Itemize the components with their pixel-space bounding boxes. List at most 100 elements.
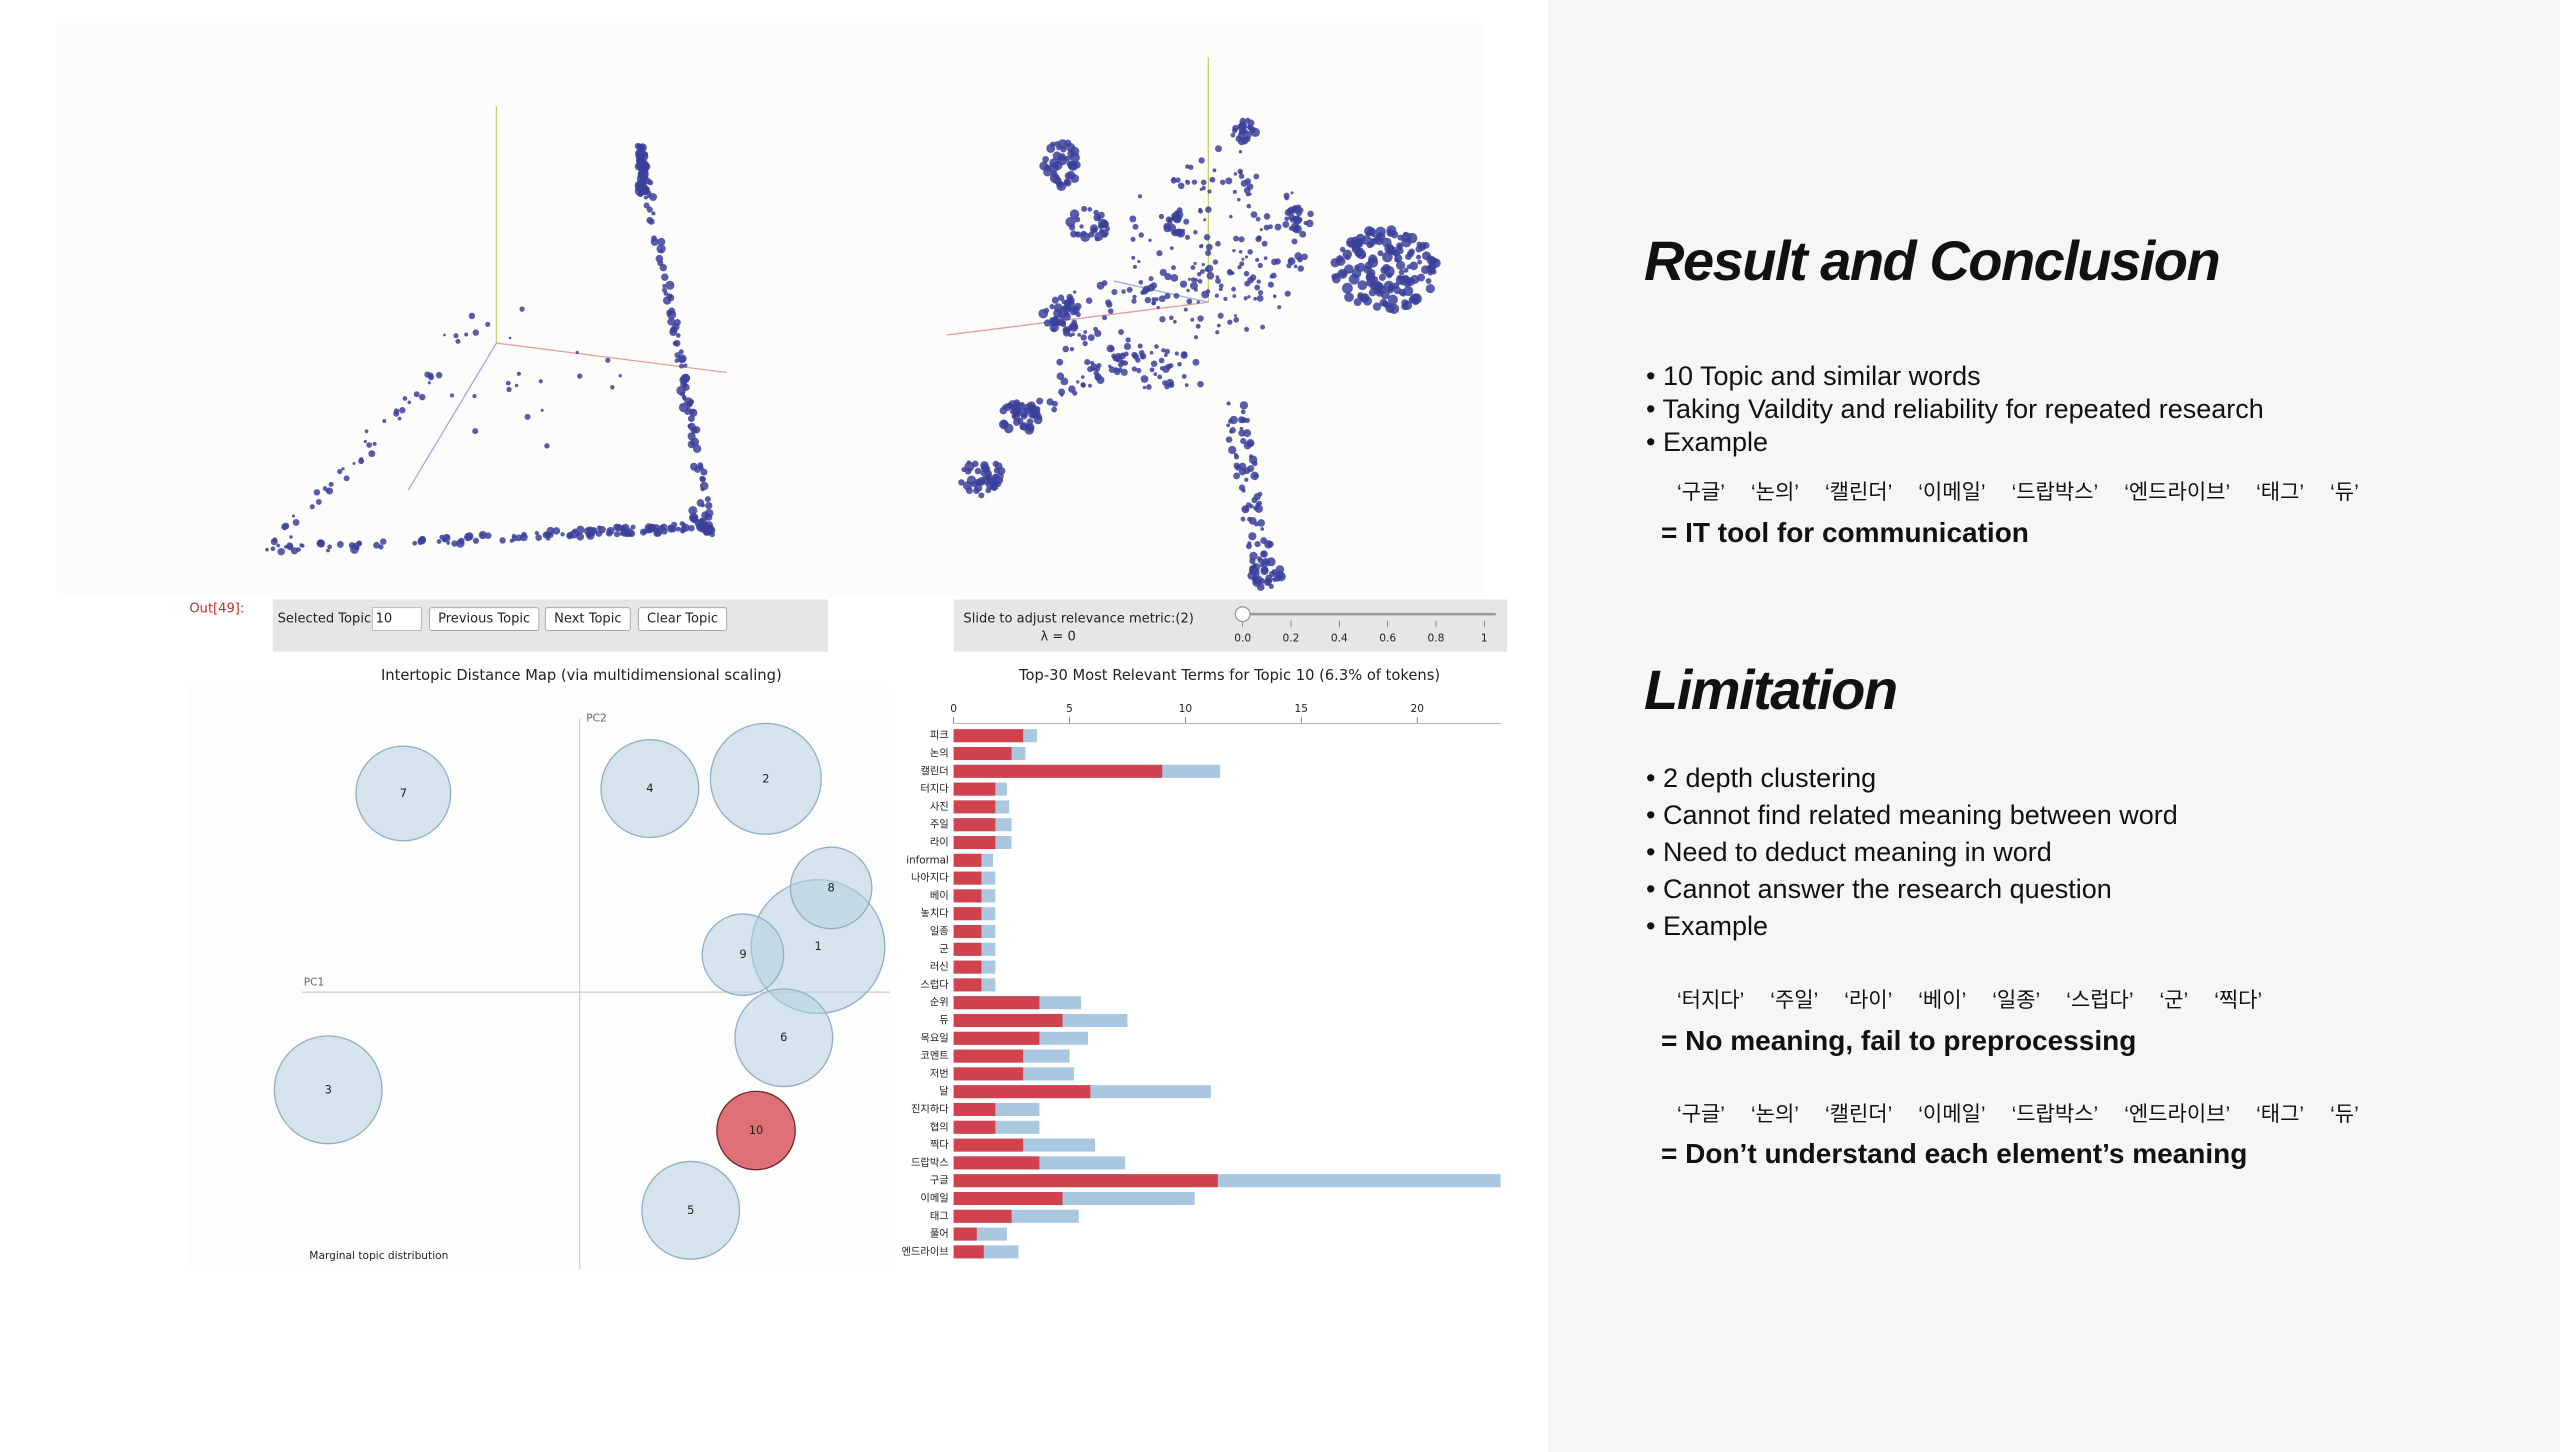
bullet: Taking Vaildity and reliability for repe… — [1646, 393, 2263, 426]
scatter-dot — [1394, 257, 1400, 263]
scatter-dot — [661, 273, 669, 281]
scatter-dot — [316, 539, 325, 548]
scatter-dot — [407, 400, 412, 405]
keyword: ‘찍다’ — [2214, 989, 2263, 1012]
slider-knob[interactable] — [1234, 606, 1251, 623]
scatter-dot — [1212, 259, 1219, 265]
scatter-dot — [1051, 406, 1058, 413]
button-label[interactable]: Clear Topic — [647, 612, 718, 627]
scatter-dot — [1344, 264, 1354, 274]
keyword: ‘이메일’ — [1918, 1103, 1986, 1126]
term-bar — [953, 818, 996, 832]
scatter-dot — [1050, 141, 1056, 147]
scatter-dot — [1360, 293, 1370, 303]
scatter-dot — [1252, 572, 1257, 578]
scatter-dot — [1232, 294, 1237, 298]
scatter-dot — [993, 474, 999, 479]
scatter-dot — [1408, 277, 1415, 284]
scatter-dot — [980, 470, 987, 477]
term-bar — [953, 1191, 1063, 1206]
scatter-dot — [1064, 312, 1070, 317]
slider-tick-label: 1 — [1481, 632, 1488, 645]
scatter-dot — [686, 406, 691, 412]
scatter-dot — [1068, 333, 1073, 338]
scatter-dot — [653, 528, 662, 538]
scatter-dot — [689, 462, 698, 471]
scatter-dot — [412, 540, 418, 546]
scatter-dot — [1275, 570, 1284, 580]
scatter-dot — [1132, 294, 1137, 300]
scatter-dot — [1099, 220, 1106, 227]
term-bar — [953, 1245, 984, 1259]
y-axis-label: PC2 — [586, 712, 607, 725]
scatter-dot — [1161, 348, 1166, 353]
scatter-dot — [1365, 231, 1371, 237]
scatter-dot — [690, 437, 700, 447]
scatter-dot — [1192, 358, 1200, 366]
scatter-dot — [1293, 264, 1298, 269]
scatter-dot — [1121, 352, 1125, 356]
scatter-dot — [1084, 358, 1091, 366]
scatter-dot — [1130, 236, 1136, 242]
scatter-dot — [576, 525, 585, 534]
scatter-dot — [1193, 335, 1199, 340]
scatter-dot — [1290, 191, 1294, 195]
scatter-dot — [1218, 287, 1223, 292]
scatter-dot — [1269, 570, 1276, 578]
scatter-dot — [1122, 360, 1129, 366]
button-label[interactable]: Next Topic — [554, 612, 621, 627]
scatter-dot — [424, 371, 431, 378]
scatter-dot — [1247, 516, 1253, 522]
scatter-dot — [577, 373, 583, 379]
scatter-dot — [1212, 168, 1217, 173]
scatter-dot — [651, 211, 656, 216]
term-bar — [953, 960, 982, 974]
scatter-dot — [697, 462, 704, 469]
term-bar — [953, 996, 1040, 1010]
term-label: 논의 — [930, 748, 949, 760]
scatter-dot — [1382, 263, 1391, 273]
scatter-dot — [315, 498, 322, 505]
scatter-dot — [1156, 250, 1163, 257]
scatter-dot — [1113, 367, 1119, 373]
topic-bubble — [734, 988, 834, 1088]
term-bar — [953, 764, 1163, 778]
term-bar — [953, 1085, 1091, 1099]
scatter-dot — [1065, 217, 1076, 228]
scatter-dot — [675, 526, 681, 532]
scatter-dot — [1249, 551, 1258, 561]
scatter-dot — [977, 477, 986, 486]
scatter-dot — [1070, 174, 1080, 183]
scatter-dot — [1095, 366, 1101, 372]
bullet: Example — [1646, 908, 2178, 945]
scatter-dot — [1106, 344, 1115, 353]
scatter-dot — [1118, 329, 1124, 335]
keyword: ‘엔드라이브’ — [2124, 1103, 2231, 1126]
button-label[interactable]: Previous Topic — [438, 612, 530, 627]
scatter-dot — [1227, 418, 1234, 424]
scatter-dot — [1215, 240, 1221, 247]
keyword-row: ‘구글’ ‘논의’ ‘캘린더’ ‘이메일’ ‘드랍박스’ ‘엔드라이브’ ‘태그’ ‘듀’ — [1677, 476, 2359, 506]
scatter-dot — [534, 530, 539, 536]
scatter-dot — [649, 193, 658, 201]
scatter-dot — [1056, 372, 1065, 381]
button[interactable] — [637, 607, 728, 631]
term-bar — [953, 782, 996, 796]
button[interactable] — [544, 607, 631, 631]
scatter-dot — [993, 479, 999, 486]
bullet: 10 Topic and similar words — [1646, 360, 2264, 393]
scatter-dot — [1371, 238, 1379, 245]
scatter-dot — [435, 371, 443, 379]
scatter-dot — [1057, 294, 1065, 301]
plot-3d-area — [57, 23, 1483, 598]
scatter-dot — [1066, 296, 1075, 305]
scatter-dot — [1286, 263, 1292, 269]
scatter-dot — [1284, 290, 1291, 297]
term-bar — [953, 853, 982, 867]
scatter-dot — [610, 385, 615, 390]
button[interactable] — [428, 607, 540, 631]
scatter-dot — [1151, 301, 1156, 305]
scatter-dot — [647, 179, 654, 186]
scatter-dot — [1292, 228, 1297, 232]
scatter-dot — [661, 287, 668, 293]
